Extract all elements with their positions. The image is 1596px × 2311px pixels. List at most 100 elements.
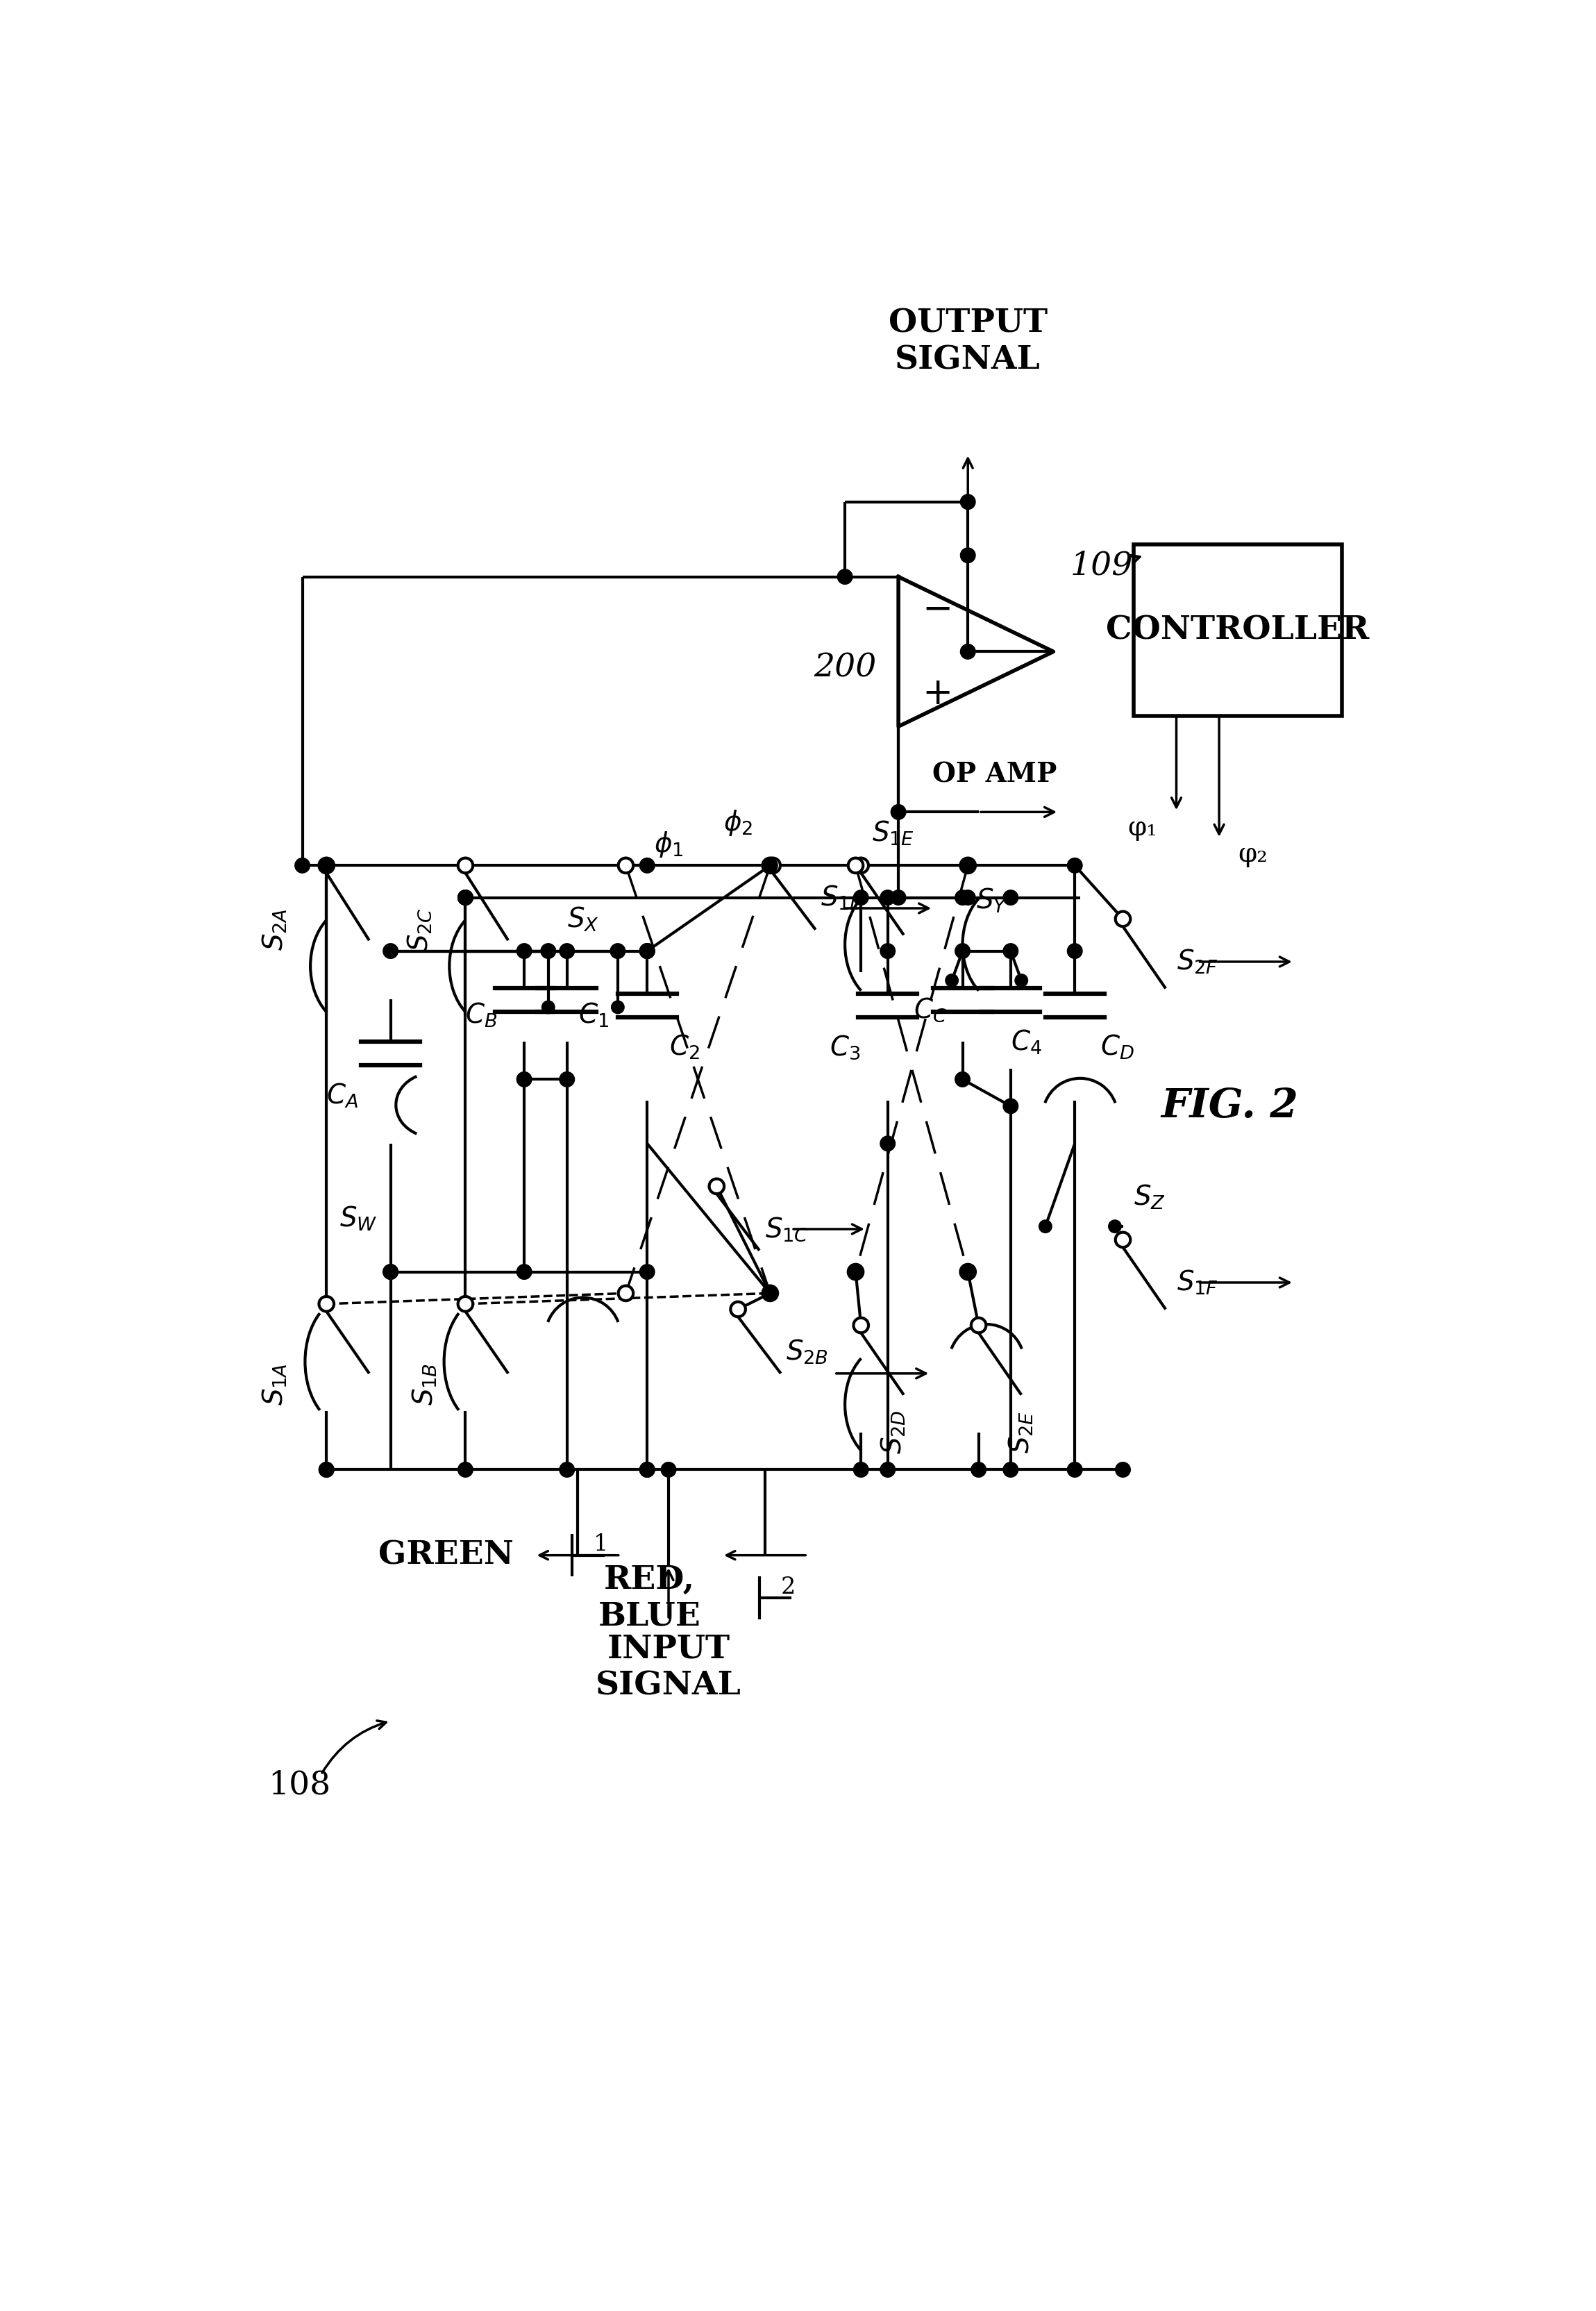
Circle shape — [560, 943, 575, 959]
Circle shape — [881, 890, 895, 906]
Circle shape — [1039, 1220, 1052, 1232]
Text: CONTROLLER: CONTROLLER — [1106, 615, 1369, 647]
Circle shape — [541, 943, 555, 959]
Text: $S_{1C}$: $S_{1C}$ — [764, 1216, 809, 1243]
Text: φ₂: φ₂ — [1238, 841, 1267, 867]
Text: 2: 2 — [780, 1576, 795, 1599]
Circle shape — [383, 943, 397, 959]
Text: $S_Z$: $S_Z$ — [1133, 1183, 1165, 1211]
Circle shape — [560, 1072, 575, 1086]
Text: INPUT
SIGNAL: INPUT SIGNAL — [595, 1634, 742, 1701]
Circle shape — [881, 1463, 895, 1477]
Circle shape — [881, 943, 895, 959]
Text: $C_2$: $C_2$ — [669, 1033, 699, 1061]
Text: RED,
BLUE: RED, BLUE — [598, 1565, 701, 1632]
Circle shape — [961, 1264, 975, 1280]
Circle shape — [295, 857, 310, 874]
Circle shape — [961, 548, 975, 564]
Circle shape — [1116, 1463, 1130, 1477]
Circle shape — [517, 1072, 531, 1086]
Circle shape — [661, 1463, 677, 1477]
Circle shape — [383, 1264, 397, 1280]
Circle shape — [847, 857, 863, 874]
Circle shape — [1116, 1232, 1130, 1248]
Text: $S_{1D}$: $S_{1D}$ — [820, 883, 865, 911]
Circle shape — [961, 857, 975, 874]
Circle shape — [854, 890, 868, 906]
Text: $C_C$: $C_C$ — [915, 996, 946, 1024]
Circle shape — [1004, 890, 1018, 906]
Circle shape — [970, 1317, 986, 1333]
Circle shape — [961, 857, 975, 874]
Circle shape — [640, 943, 654, 959]
Circle shape — [1004, 1463, 1018, 1477]
Text: $C_1$: $C_1$ — [578, 1001, 610, 1028]
Circle shape — [763, 857, 777, 874]
Text: φ₁: φ₁ — [1128, 816, 1157, 841]
Circle shape — [640, 1463, 654, 1477]
Circle shape — [640, 1264, 654, 1280]
Circle shape — [854, 857, 868, 874]
Circle shape — [618, 1285, 634, 1301]
Text: $C_B$: $C_B$ — [466, 1001, 498, 1028]
Circle shape — [731, 1301, 745, 1317]
Circle shape — [891, 804, 907, 820]
Text: $C_D$: $C_D$ — [1101, 1033, 1135, 1061]
Circle shape — [610, 943, 626, 959]
Circle shape — [838, 569, 852, 585]
Circle shape — [1109, 1220, 1122, 1232]
Text: $S_W$: $S_W$ — [340, 1204, 377, 1232]
Circle shape — [1015, 973, 1028, 987]
Text: $S_{1E}$: $S_{1E}$ — [871, 820, 915, 848]
Text: $S_X$: $S_X$ — [567, 906, 598, 934]
Circle shape — [458, 890, 472, 906]
Circle shape — [854, 1317, 868, 1333]
Circle shape — [319, 1296, 334, 1310]
Circle shape — [763, 857, 777, 874]
Circle shape — [458, 890, 472, 906]
Circle shape — [319, 1463, 334, 1477]
Text: $S_{2F}$: $S_{2F}$ — [1176, 948, 1218, 975]
Circle shape — [954, 1072, 970, 1086]
Circle shape — [458, 1463, 472, 1477]
Text: $\phi_2$: $\phi_2$ — [723, 809, 753, 837]
Circle shape — [954, 943, 970, 959]
Circle shape — [319, 857, 334, 874]
Circle shape — [891, 890, 907, 906]
Text: $S_{2B}$: $S_{2B}$ — [787, 1338, 828, 1366]
Text: GREEN: GREEN — [378, 1539, 514, 1571]
Text: $C_A$: $C_A$ — [327, 1082, 359, 1109]
Circle shape — [517, 943, 531, 959]
Text: OP AMP: OP AMP — [932, 760, 1057, 788]
Text: FIG. 2: FIG. 2 — [1162, 1086, 1299, 1125]
Circle shape — [319, 857, 334, 874]
Text: OUTPUT
SIGNAL: OUTPUT SIGNAL — [889, 307, 1047, 377]
Circle shape — [611, 1001, 624, 1015]
Text: $S_{2D}$: $S_{2D}$ — [879, 1410, 907, 1454]
Circle shape — [458, 857, 472, 874]
Circle shape — [1068, 857, 1082, 874]
Circle shape — [970, 1463, 986, 1477]
Text: $S_{2E}$: $S_{2E}$ — [1007, 1412, 1036, 1454]
Circle shape — [458, 890, 472, 906]
Text: 200: 200 — [814, 652, 876, 684]
Text: $S_Y$: $S_Y$ — [977, 885, 1007, 915]
Circle shape — [383, 1264, 397, 1280]
Circle shape — [763, 1285, 777, 1301]
Circle shape — [640, 1463, 654, 1477]
Circle shape — [543, 1001, 555, 1015]
Circle shape — [961, 857, 975, 874]
Circle shape — [763, 857, 777, 874]
Text: 1: 1 — [594, 1535, 608, 1555]
Text: $+$: $+$ — [922, 677, 950, 712]
Circle shape — [961, 1264, 975, 1280]
Circle shape — [766, 857, 780, 874]
Circle shape — [640, 943, 654, 959]
Circle shape — [640, 943, 654, 959]
Text: $C_3$: $C_3$ — [830, 1033, 860, 1061]
Circle shape — [1068, 1463, 1082, 1477]
Circle shape — [1068, 943, 1082, 959]
Circle shape — [847, 1264, 863, 1280]
Text: 109: 109 — [1071, 550, 1133, 582]
Text: $\phi_1$: $\phi_1$ — [654, 830, 683, 860]
